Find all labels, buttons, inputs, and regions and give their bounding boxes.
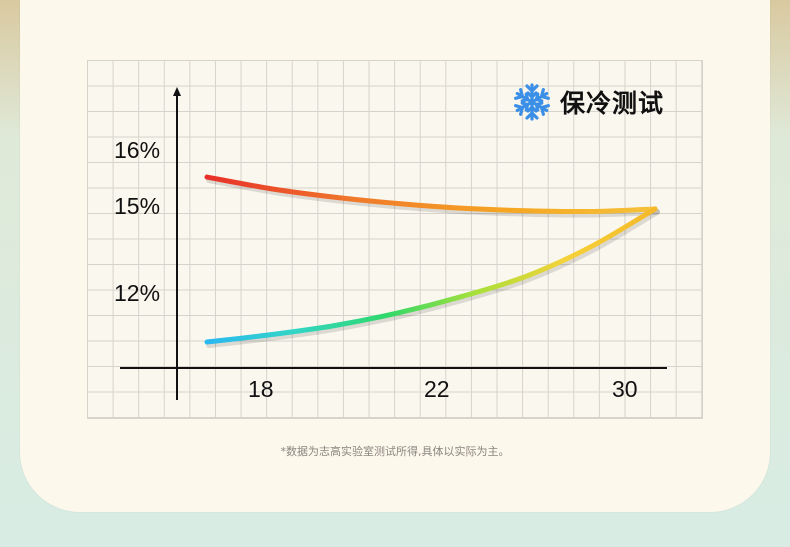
series-line-shadow-0	[206, 177, 660, 218]
x-tick-label-22: 22	[424, 376, 450, 402]
y-tick-label-16: 16%	[114, 137, 161, 163]
series-line-1	[204, 206, 658, 345]
y-axis-arrow	[173, 87, 181, 96]
x-tick-label-18: 18	[248, 376, 274, 402]
chart-grid	[87, 60, 703, 419]
chart-title: 保冷测试	[560, 89, 665, 118]
snowflake-icon	[513, 83, 551, 121]
x-tick-label-30: 30	[612, 376, 638, 402]
chart-title-group: 保冷测试	[512, 82, 664, 122]
y-tick-label-15: 15%	[114, 193, 161, 219]
footnote: *数据为志高实验室测试所得,具体以实际为主。	[280, 445, 510, 458]
y-tick-label-12: 12%	[114, 280, 161, 306]
series-line-0	[204, 174, 658, 215]
series-line-shadow-1	[206, 208, 660, 348]
